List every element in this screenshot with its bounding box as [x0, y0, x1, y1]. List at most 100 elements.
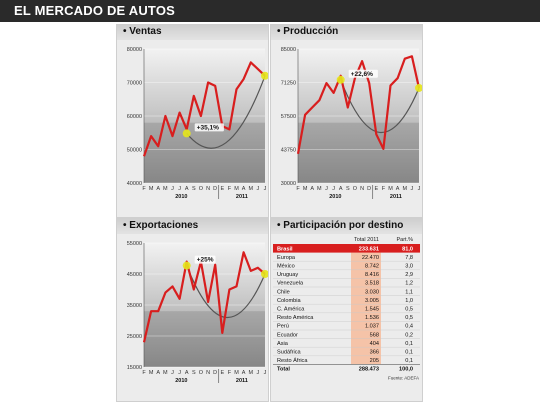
photo-shadow	[144, 122, 265, 183]
row-name: Venezuela	[277, 281, 304, 287]
month-label: F	[142, 370, 146, 376]
exportaciones-title: • Exportaciones	[123, 220, 199, 231]
month-label: A	[156, 186, 160, 192]
month-label: F	[296, 186, 300, 192]
row-part: 0,2	[405, 332, 413, 338]
source-note: Fuente: ADEFA	[388, 375, 419, 380]
year-label: 2010	[175, 378, 187, 384]
row-total: 3.518	[365, 281, 379, 287]
end-marker	[261, 270, 268, 278]
row-part: 7,8	[405, 255, 413, 261]
y-tick-label: 80000	[127, 47, 142, 53]
year-label: 2011	[390, 194, 402, 200]
participacion-header: • Participación por destino	[271, 219, 422, 234]
y-tick-label: 30000	[281, 181, 296, 187]
month-label: O	[199, 186, 204, 192]
month-label: E	[220, 370, 224, 376]
row-part: 1,0	[405, 298, 413, 304]
month-label: M	[248, 370, 253, 376]
month-label: J	[264, 370, 267, 376]
annotation-box	[348, 69, 378, 78]
y-tick-label: 35000	[127, 303, 142, 309]
row-part: 0,1	[405, 341, 413, 347]
month-label: M	[317, 186, 322, 192]
month-label: N	[206, 186, 210, 192]
month-label: J	[411, 186, 414, 192]
highlight-row	[273, 244, 420, 253]
row-total: 8.416	[365, 272, 379, 278]
y-tick-label: 85000	[281, 47, 296, 53]
ventas-header: • Ventas	[117, 25, 268, 40]
month-label: J	[264, 186, 267, 192]
month-label: N	[206, 370, 210, 376]
row-part: 0,5	[405, 307, 413, 313]
row-total: 1.037	[365, 324, 379, 330]
produccion-panel: • Producción 85000 71250 57500 43750 30000 +2…	[270, 24, 423, 218]
month-label: D	[367, 186, 371, 192]
row-name: Colombia	[277, 298, 302, 304]
year-label: 2011	[236, 194, 248, 200]
month-label: M	[402, 186, 407, 192]
month-label: S	[192, 370, 196, 376]
row-part: 2,9	[405, 272, 413, 278]
month-label: J	[325, 186, 328, 192]
month-label: A	[339, 186, 343, 192]
year-label: 2011	[236, 378, 248, 384]
series-line	[142, 61, 266, 157]
series-line	[296, 55, 421, 154]
participacion-panel: • Participación por destino Total 2011 Pa…	[270, 218, 423, 402]
month-label: F	[382, 186, 386, 192]
row-total: 8.742	[365, 264, 379, 270]
month-label: M	[234, 186, 239, 192]
month-label: F	[142, 186, 146, 192]
photo-shadow	[298, 122, 419, 183]
month-label: M	[234, 370, 239, 376]
total-column-band	[351, 252, 381, 365]
annotation-box	[194, 255, 216, 264]
ventas-title: • Ventas	[123, 26, 162, 37]
y-tick-label: 70000	[127, 81, 142, 87]
row-part: 81,0	[402, 246, 413, 252]
month-label: S	[346, 186, 350, 192]
participacion-title: • Participación por destino	[277, 220, 404, 231]
month-label: A	[185, 186, 189, 192]
growth-annotation: +35,1%	[197, 124, 219, 131]
month-label: F	[228, 370, 232, 376]
row-total: 1.536	[365, 315, 379, 321]
end-marker	[261, 71, 268, 80]
month-label: A	[242, 370, 246, 376]
month-label: M	[303, 186, 308, 192]
row-name: Brasil	[277, 246, 293, 252]
page-title: EL MERCADO DE AUTOS	[14, 3, 176, 18]
year-label: 2010	[175, 194, 187, 200]
col-header-total: Total 2011	[354, 237, 379, 243]
month-label: J	[171, 186, 174, 192]
month-label: J	[257, 370, 260, 376]
month-label: A	[185, 370, 189, 376]
row-part: 0,1	[405, 358, 413, 364]
y-tick-label: 71250	[281, 81, 296, 87]
month-label: O	[199, 370, 204, 376]
row-name: Resto África	[277, 357, 308, 364]
total-part: 100,0	[399, 367, 413, 373]
month-label: A	[310, 186, 314, 192]
series-line	[142, 251, 266, 343]
participacion-table: Total 2011 Part.% Brasil 233.631 81,0 Europa 2…	[273, 237, 420, 380]
month-label: A	[156, 370, 160, 376]
row-total: 205	[370, 358, 379, 364]
start-marker	[336, 75, 345, 84]
month-label: J	[332, 186, 335, 192]
y-tick-label: 50000	[127, 148, 142, 154]
exportaciones-panel: • Exportaciones 55000 45000 35000 25000 1500…	[116, 218, 269, 402]
month-label: M	[149, 186, 154, 192]
year-label: 2010	[329, 194, 341, 200]
trend-arc	[186, 75, 266, 149]
produccion-header: • Producción	[271, 25, 422, 40]
month-label: O	[353, 186, 358, 192]
month-label: J	[418, 186, 421, 192]
row-part: 0,1	[405, 350, 413, 356]
month-label: J	[257, 186, 260, 192]
row-total: 3.030	[365, 289, 379, 295]
